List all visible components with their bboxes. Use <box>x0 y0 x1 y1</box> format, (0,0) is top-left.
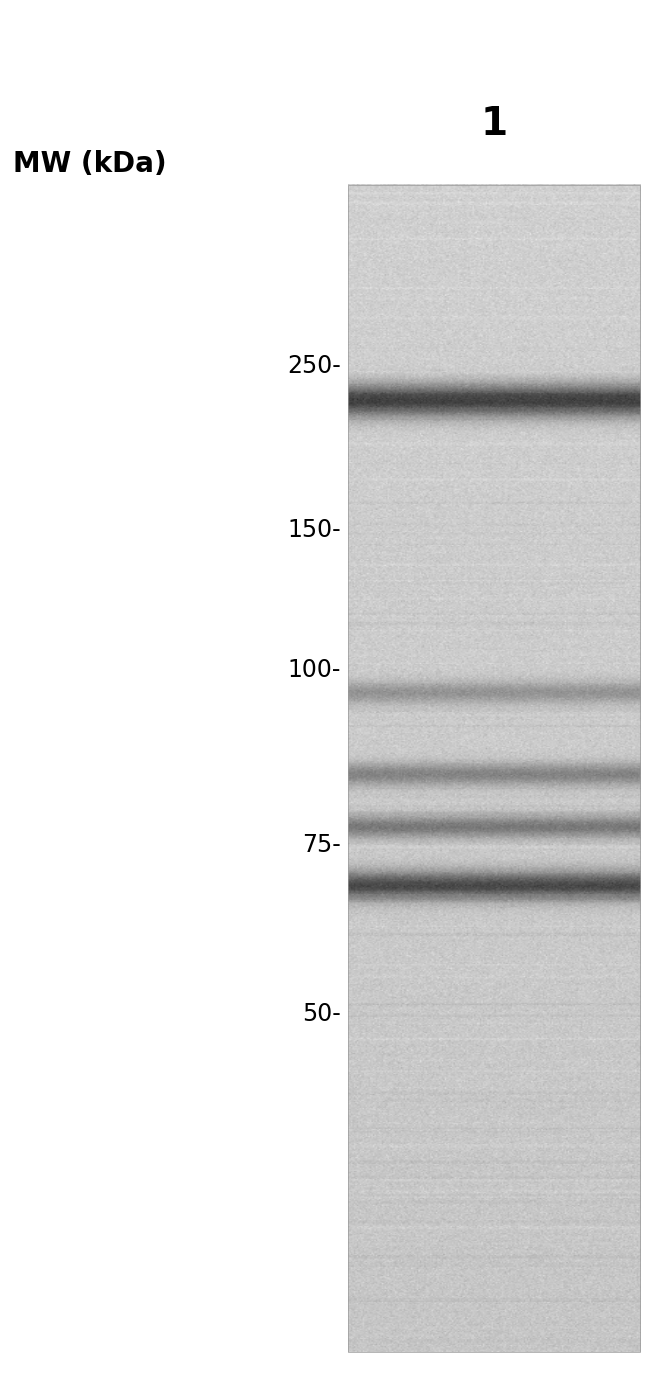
Text: 250-: 250- <box>287 354 341 378</box>
Text: 75-: 75- <box>302 833 341 857</box>
Text: MW (kDa): MW (kDa) <box>13 151 166 178</box>
Text: 50-: 50- <box>302 1002 341 1026</box>
Text: 1: 1 <box>480 104 508 143</box>
Text: 100-: 100- <box>288 658 341 681</box>
Text: 150-: 150- <box>287 518 341 541</box>
Bar <box>348 185 640 1352</box>
